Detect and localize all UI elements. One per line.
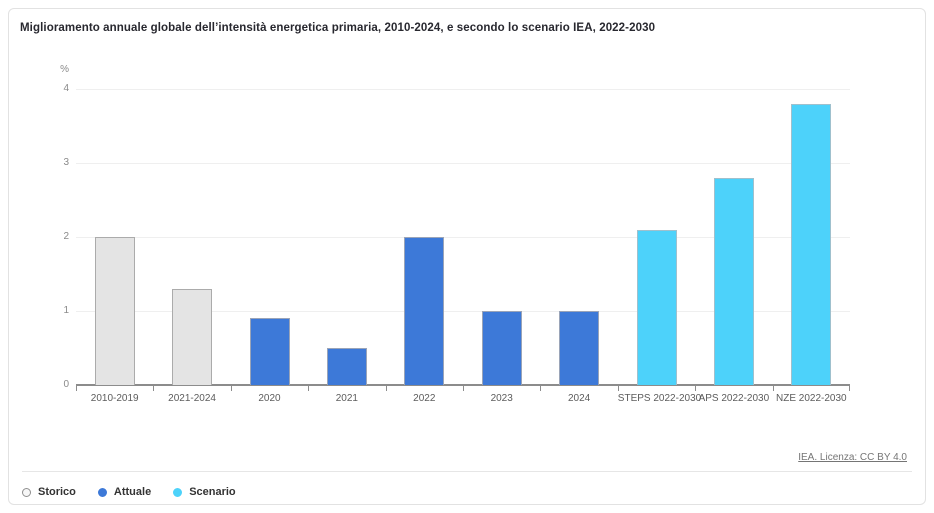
chart-title: Miglioramento annuale globale dell’inten…: [20, 22, 656, 34]
bar-2010-2019[interactable]: [94, 237, 135, 385]
x-label-2020: 2020: [258, 393, 281, 404]
footer-divider: [22, 471, 912, 472]
x-label-steps-2022-2030: STEPS 2022-2030: [617, 393, 702, 404]
bar-2020[interactable]: [249, 318, 290, 385]
x-label-2010-2019: 2010-2019: [90, 393, 139, 404]
y-tick-label-3: 3: [63, 157, 69, 168]
chart-card: Miglioramento annuale globale dell’inten…: [8, 8, 926, 505]
bar-nze-2022-2030[interactable]: [791, 103, 832, 385]
x-axis-tick-1: [153, 385, 154, 391]
x-axis-tick-2: [231, 385, 232, 391]
legend-swatch-attuale-icon: [97, 487, 107, 497]
legend-swatch-scenario-icon: [173, 487, 183, 497]
legend-swatch-storico-icon: [22, 487, 31, 497]
y-tick-label-0: 0: [63, 379, 69, 390]
x-axis-tick-6: [540, 385, 541, 391]
legend-label-attuale: Attuale: [113, 486, 152, 498]
x-label-aps-2022-2030: APS 2022-2030: [698, 393, 770, 404]
x-label-2021: 2021: [335, 393, 358, 404]
y-tick-label-2: 2: [63, 231, 69, 242]
legend-item-attuale[interactable]: Attuale: [97, 486, 152, 498]
gridline-3: [76, 163, 850, 164]
x-label-2021-2024: 2021-2024: [168, 393, 216, 404]
bar-aps-2022-2030[interactable]: [713, 177, 754, 385]
gridline-4: [76, 89, 850, 90]
bar-2021[interactable]: [326, 348, 367, 385]
x-axis-tick-0: [76, 385, 77, 391]
plot-area: % 0 1 2 3 4 2010-2019 2021-2024 2020 2021 2022 202…: [60, 64, 850, 404]
x-label-2024: 2024: [567, 393, 591, 404]
x-axis-tick-7: [618, 385, 619, 391]
legend-item-scenario[interactable]: Scenario: [173, 486, 236, 498]
bar-steps-2022-2030[interactable]: [636, 229, 677, 385]
x-axis-tick-4: [386, 385, 387, 391]
gridline-2: [76, 237, 850, 238]
legend-label-storico: Storico: [38, 486, 76, 498]
gridline-1: [76, 311, 850, 312]
legend: Storico Attuale Scenario: [22, 483, 236, 501]
source-license-link[interactable]: IEA. Licenza: CC BY 4.0: [798, 452, 907, 463]
x-label-2022: 2022: [413, 393, 436, 404]
x-axis-tick-9: [773, 385, 774, 391]
y-axis-unit-label: %: [60, 64, 69, 75]
x-axis-tick-5: [463, 385, 464, 391]
x-axis-tick-10: [849, 385, 850, 391]
bar-2022[interactable]: [404, 237, 445, 385]
bar-2024[interactable]: [559, 311, 600, 385]
legend-label-scenario: Scenario: [189, 486, 236, 498]
x-label-2023: 2023: [490, 393, 513, 404]
x-axis-tick-8: [695, 385, 696, 391]
legend-item-storico[interactable]: Storico: [22, 486, 76, 498]
bar-2021-2024[interactable]: [172, 288, 213, 385]
x-axis-tick-3: [308, 385, 309, 391]
x-label-nze-2022-2030: NZE 2022-2030: [775, 393, 847, 404]
y-tick-label-4: 4: [63, 83, 69, 94]
bar-2023[interactable]: [481, 311, 522, 385]
y-tick-label-1: 1: [63, 305, 69, 316]
